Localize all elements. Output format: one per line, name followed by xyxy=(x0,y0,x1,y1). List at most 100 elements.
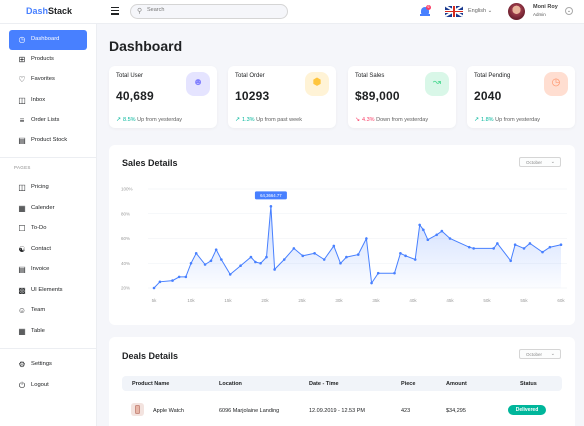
chart-point[interactable] xyxy=(541,250,544,254)
chart-point[interactable] xyxy=(301,254,305,258)
sidebar-item-dashboard[interactable]: ◷ Dashboard xyxy=(9,30,87,50)
chart-point[interactable] xyxy=(513,243,517,246)
chart-point[interactable] xyxy=(322,258,326,261)
chart-point[interactable] xyxy=(171,279,174,282)
sidebar-item-label: Calender xyxy=(31,205,55,211)
chart-point[interactable] xyxy=(332,244,336,248)
chart-point[interactable] xyxy=(239,264,242,268)
sidebar-item-pricing[interactable]: ◫ Pricing xyxy=(9,178,87,198)
sidebar-item-logout[interactable]: ⏻ Logout xyxy=(9,376,87,396)
chart-point[interactable] xyxy=(152,286,156,290)
sidebar-item-label: Favorites xyxy=(31,76,55,82)
chart-point[interactable] xyxy=(189,261,193,265)
chart-point[interactable] xyxy=(528,242,532,245)
stat-label: Total Pending xyxy=(474,73,511,79)
invoice-icon: ▤ xyxy=(18,265,26,274)
chart-point[interactable] xyxy=(345,255,348,259)
chart-point[interactable] xyxy=(472,247,475,250)
sidebar-item-favorites[interactable]: ♡ Favorites xyxy=(9,70,87,90)
chart-point[interactable] xyxy=(313,252,316,255)
chart-point[interactable] xyxy=(426,238,430,242)
chart-point[interactable] xyxy=(418,223,421,227)
column-header: Date - Time xyxy=(309,381,339,387)
dropdown-value: October xyxy=(526,352,543,357)
trend-up-icon: ↗ xyxy=(116,117,122,123)
chart-point[interactable] xyxy=(365,237,368,240)
chart-point[interactable] xyxy=(404,254,407,258)
sidebar-item-label: Product Stock xyxy=(31,137,68,143)
line-chart-icon: ↝ xyxy=(425,72,449,96)
chart-point[interactable] xyxy=(376,271,380,275)
uk-flag-icon[interactable] xyxy=(445,6,463,17)
sidebar-item-invoice[interactable]: ▤ Invoice xyxy=(9,260,87,280)
app-logo[interactable]: DashStack xyxy=(26,6,72,16)
chart-point[interactable] xyxy=(194,252,198,255)
sidebar-item-product-stock[interactable]: ▤ Product Stock xyxy=(9,131,87,151)
chart-point[interactable] xyxy=(435,233,438,237)
chart-point[interactable] xyxy=(496,242,499,245)
avatar[interactable] xyxy=(508,3,525,20)
sidebar-item-order-lists[interactable]: ≡ Order Lists xyxy=(9,111,87,131)
chart-point[interactable] xyxy=(370,281,373,285)
sidebar-item-calender[interactable]: ▦ Calender xyxy=(9,199,87,219)
chart-point[interactable] xyxy=(393,271,396,275)
sidebar-item-inbox[interactable]: ◫ Inbox xyxy=(9,91,87,111)
stat-label: Total User xyxy=(116,73,144,79)
chart-point[interactable] xyxy=(158,280,162,284)
cell-date: 12.09.2019 - 12.53 PM xyxy=(309,408,365,414)
sidebar-item-contact[interactable]: ☯ Contact xyxy=(9,240,87,260)
sidebar-item-ui-elements[interactable]: ▩ UI Elements xyxy=(9,281,87,301)
chart-point[interactable] xyxy=(214,248,218,251)
chart-point[interactable] xyxy=(228,273,232,276)
month-dropdown[interactable]: October ⌄ xyxy=(519,157,561,167)
chart-point[interactable] xyxy=(399,252,402,255)
search-input[interactable] xyxy=(147,7,277,13)
sidebar-item-settings[interactable]: ⚙ Settings xyxy=(9,355,87,375)
trend-text: Up from yesterday xyxy=(135,117,183,123)
sidebar-item-team[interactable]: ☺ Team xyxy=(9,301,87,321)
chart-point[interactable] xyxy=(273,268,276,271)
page-title: Dashboard xyxy=(109,38,183,54)
chart-point[interactable] xyxy=(448,237,452,240)
chart-point[interactable] xyxy=(265,255,268,259)
sidebar-item-to-do[interactable]: ☐ To-Do xyxy=(9,219,87,239)
chart-point[interactable] xyxy=(440,229,444,233)
sidebar-item-table[interactable]: ▦ Table xyxy=(9,322,87,342)
chart-point[interactable] xyxy=(522,247,526,250)
chart-point[interactable] xyxy=(413,258,417,261)
sidebar: ◷ Dashboard ⊞ Products ♡ Favorites ◫ Inb… xyxy=(0,24,97,426)
chart-point[interactable] xyxy=(356,253,360,256)
sidebar-item-label: Invoice xyxy=(31,266,50,272)
chart-point[interactable] xyxy=(177,275,181,279)
search-bar[interactable]: ⚲ xyxy=(130,4,288,19)
chart-point[interactable] xyxy=(203,263,207,266)
language-selector[interactable]: English ⌄ xyxy=(468,8,492,14)
chart-tooltip-label: 64,3664.77 xyxy=(260,193,282,198)
chart-point[interactable] xyxy=(292,247,296,250)
sidebar-item-products[interactable]: ⊞ Products xyxy=(9,50,87,70)
stat-value: 2040 xyxy=(474,89,502,103)
chart-point[interactable] xyxy=(209,259,213,263)
chart-point[interactable] xyxy=(467,245,471,249)
chevron-down-icon: ⌄ xyxy=(550,159,555,165)
chart-point[interactable] xyxy=(548,245,552,249)
chart-point[interactable] xyxy=(254,260,257,264)
chart-point[interactable] xyxy=(220,258,223,261)
month-dropdown[interactable]: October ⌄ xyxy=(519,349,561,359)
chart-point[interactable] xyxy=(339,261,342,265)
chart-point[interactable] xyxy=(269,205,273,208)
profile-dropdown-icon[interactable]: ⌄ xyxy=(565,7,573,15)
chart-point[interactable] xyxy=(559,243,563,246)
chart-point[interactable] xyxy=(492,247,495,250)
notification-bell-icon[interactable]: 6 xyxy=(420,5,431,17)
chart-point[interactable] xyxy=(184,275,188,279)
chart-point[interactable] xyxy=(422,228,425,232)
sidebar-item-label: Settings xyxy=(31,361,52,367)
calendar-icon: ▦ xyxy=(18,204,26,213)
hamburger-menu-icon[interactable] xyxy=(111,7,119,15)
chart-point[interactable] xyxy=(282,258,286,261)
user-name[interactable]: Moni Roy xyxy=(533,4,558,10)
chart-point[interactable] xyxy=(249,255,253,259)
chart-point[interactable] xyxy=(509,259,512,263)
chart-point[interactable] xyxy=(259,261,262,265)
